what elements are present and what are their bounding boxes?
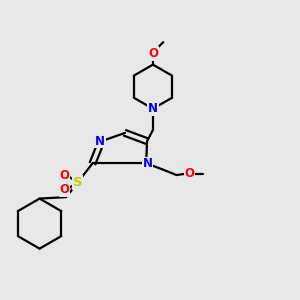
- Text: N: N: [148, 102, 158, 115]
- Text: O: O: [60, 169, 70, 182]
- Text: O: O: [60, 183, 70, 196]
- Text: O: O: [185, 167, 195, 180]
- Text: N: N: [148, 102, 158, 115]
- Text: N: N: [142, 157, 153, 170]
- Text: S: S: [73, 176, 83, 189]
- Text: N: N: [95, 135, 105, 148]
- Text: O: O: [148, 47, 158, 60]
